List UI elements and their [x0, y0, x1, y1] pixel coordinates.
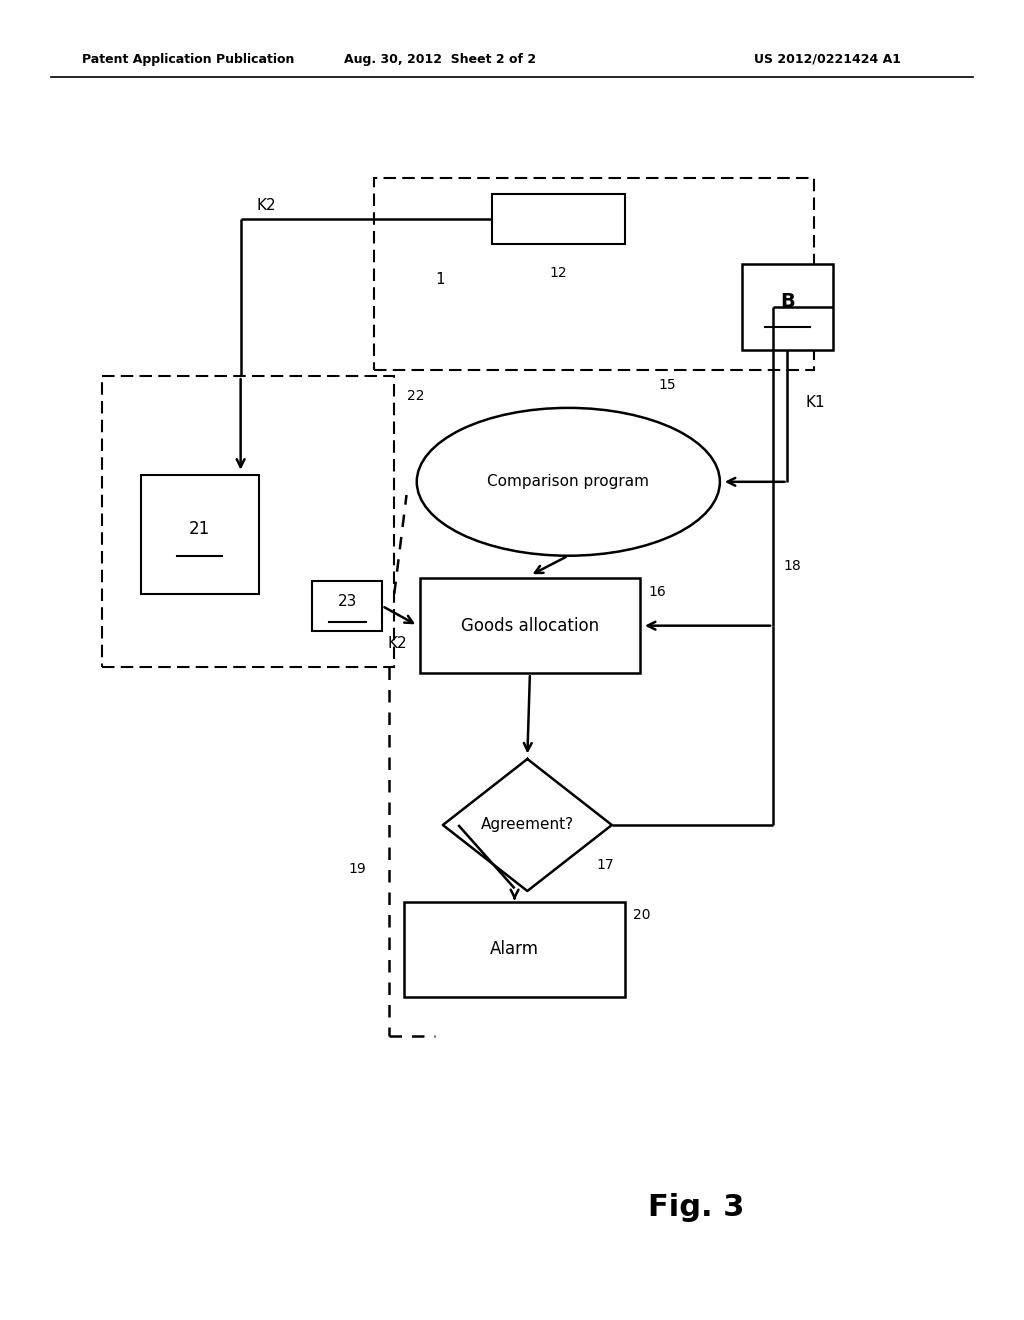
- Text: 20: 20: [633, 908, 650, 923]
- FancyBboxPatch shape: [312, 581, 382, 631]
- Text: 1: 1: [435, 272, 445, 288]
- Text: K2: K2: [387, 636, 407, 651]
- Text: Aug. 30, 2012  Sheet 2 of 2: Aug. 30, 2012 Sheet 2 of 2: [344, 53, 537, 66]
- Text: 15: 15: [658, 378, 676, 392]
- FancyBboxPatch shape: [420, 578, 640, 673]
- FancyBboxPatch shape: [742, 264, 833, 350]
- Text: Patent Application Publication: Patent Application Publication: [82, 53, 294, 66]
- Text: Comparison program: Comparison program: [487, 474, 649, 490]
- Text: US 2012/0221424 A1: US 2012/0221424 A1: [754, 53, 901, 66]
- Text: 22: 22: [407, 389, 424, 404]
- Text: 19: 19: [348, 862, 366, 875]
- FancyBboxPatch shape: [492, 194, 625, 244]
- Text: K2: K2: [256, 198, 275, 213]
- Text: Goods allocation: Goods allocation: [461, 616, 599, 635]
- Text: Agreement?: Agreement?: [481, 817, 573, 833]
- Text: 12: 12: [549, 267, 567, 280]
- FancyBboxPatch shape: [404, 902, 625, 997]
- Polygon shape: [442, 759, 612, 891]
- Text: K1: K1: [806, 395, 825, 411]
- Text: 21: 21: [189, 520, 210, 539]
- Text: Alarm: Alarm: [490, 940, 539, 958]
- Text: B: B: [780, 292, 795, 312]
- Text: 18: 18: [783, 558, 801, 573]
- Text: 17: 17: [596, 858, 614, 873]
- Text: Fig. 3: Fig. 3: [648, 1193, 744, 1222]
- Text: 16: 16: [648, 585, 666, 599]
- Text: 23: 23: [338, 594, 356, 610]
- FancyBboxPatch shape: [141, 475, 258, 594]
- Ellipse shape: [417, 408, 720, 556]
